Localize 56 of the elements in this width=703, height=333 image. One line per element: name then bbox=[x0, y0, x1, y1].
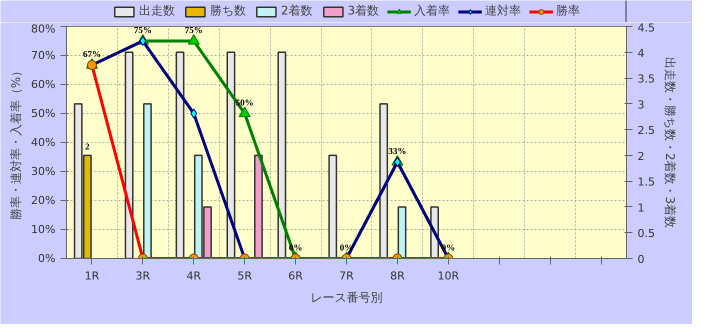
x-tick-label: 7R bbox=[339, 270, 354, 282]
y-tick-label: 70% bbox=[31, 49, 56, 62]
legend-label: 2着数 bbox=[280, 2, 312, 20]
point bbox=[188, 34, 200, 45]
y-tick-label: 20% bbox=[31, 194, 56, 207]
x-tick-label: 4R bbox=[186, 270, 202, 282]
y-tick-label: 0% bbox=[38, 252, 56, 265]
data-label: 67% bbox=[82, 49, 101, 60]
y-tick-label: 10% bbox=[31, 223, 56, 236]
bar bbox=[379, 103, 388, 258]
y2-tick-label: 4 bbox=[638, 46, 644, 60]
x-tick-label: 5R bbox=[237, 270, 252, 282]
x-tick-label: 3R bbox=[136, 270, 151, 282]
y2-tick-label: 2 bbox=[638, 150, 644, 163]
y2-tick-label: 1 bbox=[638, 201, 644, 214]
data-label: 2 bbox=[85, 141, 90, 152]
y-tick-label: 60% bbox=[31, 78, 56, 91]
legend-label: 勝ち数 bbox=[210, 2, 246, 20]
y2-axis-title: 出走数・勝ち数・2着数・3着数 bbox=[662, 56, 677, 228]
bar bbox=[277, 52, 286, 258]
bar bbox=[328, 154, 338, 258]
legend-label: 入着率 bbox=[414, 2, 450, 20]
bar bbox=[226, 52, 236, 258]
x-axis-title: レース番号別 bbox=[310, 290, 382, 304]
point bbox=[139, 36, 146, 46]
x-tick-label: 6R bbox=[288, 270, 304, 282]
point bbox=[190, 108, 198, 118]
y-tick-label: 80% bbox=[31, 22, 56, 36]
bar bbox=[143, 103, 152, 258]
legend-label: 勝率 bbox=[556, 2, 580, 20]
y2-tick-label: 0.5 bbox=[638, 227, 655, 240]
x-tick-label: 1R bbox=[84, 270, 100, 282]
legend-label: 出走数 bbox=[138, 2, 175, 20]
y2-tick-label: 0 bbox=[638, 253, 644, 266]
y2-tick-label: 3 bbox=[638, 98, 644, 112]
y2-tick-label: 1.5 bbox=[638, 176, 655, 189]
bar bbox=[254, 154, 263, 258]
y2-tick-label: 2.5 bbox=[638, 124, 655, 138]
y-tick-label: 50% bbox=[31, 107, 56, 120]
point bbox=[394, 156, 401, 167]
legend-label: 連対率 bbox=[485, 2, 522, 20]
y-axis-title: 勝率・連対率・入着率（%） bbox=[9, 64, 24, 220]
y2-tick-label: 4.5 bbox=[638, 22, 655, 34]
point bbox=[238, 106, 251, 118]
bar bbox=[176, 52, 184, 258]
y2-tick-label: 3.5 bbox=[638, 72, 655, 86]
data-label: 75% bbox=[134, 25, 152, 35]
data-label: 75% bbox=[184, 25, 203, 35]
bar bbox=[398, 206, 406, 258]
x-tick-label: 8R bbox=[390, 270, 406, 282]
y-tick-label: 40% bbox=[31, 136, 56, 149]
legend-label: 3着数 bbox=[348, 2, 380, 20]
y-tick-label: 30% bbox=[31, 165, 56, 178]
data-label: 33% bbox=[388, 146, 406, 156]
x-tick-label: 10R bbox=[438, 270, 460, 282]
bar bbox=[124, 52, 134, 258]
